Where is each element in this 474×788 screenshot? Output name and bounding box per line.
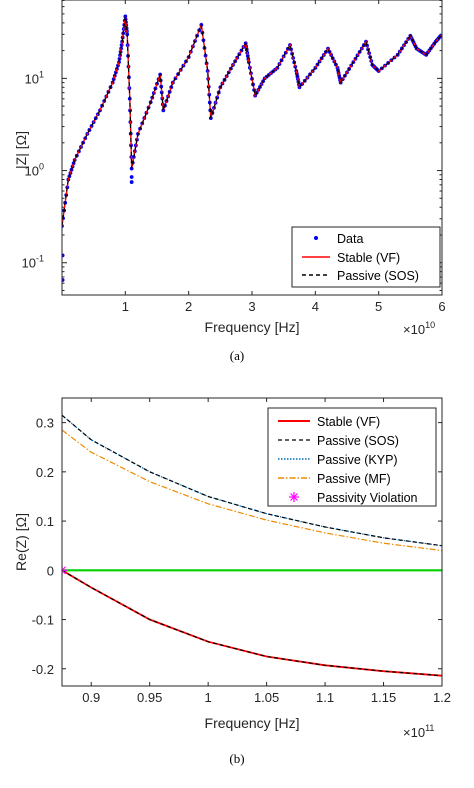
- axes-box-a: [61, 0, 443, 296]
- passivity-violation-marker: [62, 565, 67, 576]
- data-point: [62, 278, 65, 282]
- x-tick-label-b: 1.15: [371, 690, 396, 705]
- x-axis-label-a: Frequency [Hz]: [205, 319, 300, 335]
- series-passive-sos-3: [62, 414, 442, 547]
- x-tick-label-b: 1.05: [254, 690, 279, 705]
- x-tick-label-a: 5: [375, 299, 382, 314]
- x-tick-label-a: 2: [185, 299, 192, 314]
- axes-box-b: [61, 397, 443, 687]
- caption-a: (a): [230, 348, 244, 363]
- y-tick-label-a: 10-1: [22, 254, 44, 271]
- x-tick-label-b: 1: [205, 690, 212, 705]
- x-tick-label-a: 6: [438, 299, 445, 314]
- caption-b: (b): [229, 751, 244, 766]
- legend-label-passive-sos-b: Passive (SOS): [317, 434, 399, 448]
- chart-panel-b: 0.9 0.95 1 1.05 1.1 1.15 1.2 -0.2 -0.1 0 0.1 0.2 0.3…: [13, 397, 451, 766]
- y-axis-label-a: |Z| [Ω]: [13, 131, 29, 169]
- y-tick-label-b: 0.2: [36, 465, 54, 480]
- data-point: [129, 180, 134, 184]
- x-tick-label-b: 0.95: [137, 690, 162, 705]
- legend-b: Stable (VF) Passive (SOS) Passive (KYP) …: [267, 407, 437, 507]
- legend-a: Data Stable (VF) Passive (SOS): [291, 226, 441, 288]
- x-tick-label-a: 1: [122, 299, 129, 314]
- legend-marker-data: [314, 236, 318, 240]
- legend-label-passivity-violation: Passivity Violation: [317, 491, 418, 505]
- legend-label-stable-vf-b: Stable (VF): [317, 415, 380, 429]
- y-tick-label-a: 101: [25, 69, 44, 86]
- legend-label-data: Data: [337, 232, 363, 246]
- legend-label-passive-mf: Passive (MF): [317, 472, 391, 486]
- y-tick-label-b: 0.1: [36, 514, 54, 529]
- x-tick-label-b: 1.2: [433, 690, 451, 705]
- y-tick-label-b: 0.3: [36, 416, 54, 431]
- y-tick-label-b: 0: [47, 563, 54, 578]
- data-point: [129, 175, 134, 179]
- y-tick-label-b: -0.2: [32, 662, 54, 677]
- x-multiplier-b: ×1011: [403, 723, 434, 740]
- legend-label-passive-kyp: Passive (KYP): [317, 453, 398, 467]
- y-axis-label-b: Re(Z) [Ω]: [13, 513, 29, 571]
- legend-box-b: [267, 407, 437, 507]
- series-passive-sos-1: [62, 569, 442, 677]
- series-passive-sos-a: [62, 16, 442, 227]
- legend-label-passive-sos-a: Passive (SOS): [337, 269, 419, 283]
- x-axis-label-b: Frequency [Hz]: [205, 715, 300, 731]
- series-passive-mf-4: [62, 429, 442, 552]
- legend-marker-passivity-violation: [289, 492, 299, 502]
- x-tick-label-a: 3: [248, 299, 255, 314]
- y-tick-label-b: -0.1: [32, 613, 54, 628]
- x-tick-label-a: 4: [312, 299, 319, 314]
- data-point: [62, 253, 65, 258]
- x-tick-label-b: 1.1: [316, 690, 334, 705]
- x-tick-label-b: 0.9: [82, 690, 100, 705]
- legend-label-stable-vf-a: Stable (VF): [337, 251, 400, 265]
- x-multiplier-a: ×1010: [403, 320, 435, 337]
